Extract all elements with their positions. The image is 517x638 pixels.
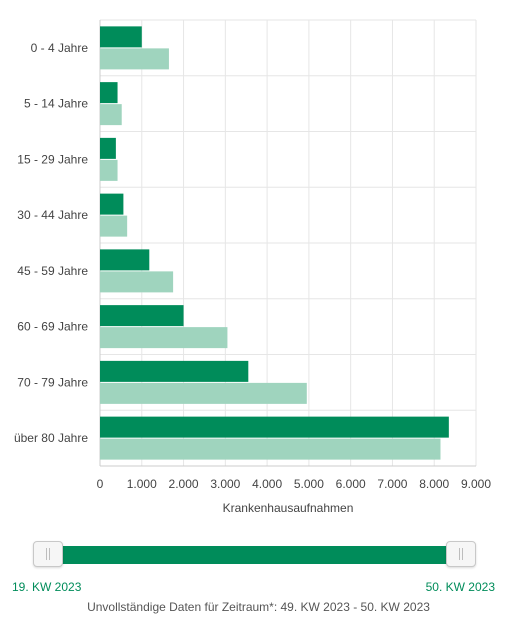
- x-tick-label: 5.000: [294, 477, 324, 491]
- range-start-label: 19. KW 2023: [12, 580, 82, 594]
- x-axis-title: Krankenhausaufnahmen: [223, 501, 354, 515]
- bar: [100, 271, 174, 293]
- slider-end-handle[interactable]: [446, 541, 476, 567]
- bar: [100, 360, 249, 382]
- bar: [100, 48, 169, 70]
- bar: [100, 82, 118, 104]
- x-tick-label: 7.000: [377, 477, 407, 491]
- y-category-label: 45 - 59 Jahre: [17, 264, 88, 278]
- y-category-label: 0 - 4 Jahre: [31, 41, 89, 55]
- y-category-label: über 80 Jahre: [14, 431, 88, 445]
- bar: [100, 416, 449, 438]
- x-tick-label: 0: [97, 477, 104, 491]
- bar: [100, 438, 441, 460]
- bar: [100, 159, 118, 181]
- incomplete-data-note: Unvollständige Daten für Zeitraum*: 49. …: [87, 600, 430, 614]
- bar: [100, 382, 307, 404]
- y-category-label: 5 - 14 Jahre: [24, 97, 88, 111]
- bar: [100, 26, 142, 48]
- y-category-label: 70 - 79 Jahre: [17, 375, 88, 389]
- bar: [100, 305, 184, 327]
- bar: [100, 193, 124, 215]
- bar: [100, 104, 122, 126]
- x-tick-label: 9.000: [461, 477, 491, 491]
- time-range-slider[interactable]: [33, 541, 476, 569]
- bar-chart: 0 1.000 2.000 3.000 4.000 5.000 6.000 7.000 8.00…: [14, 19, 491, 515]
- y-category-label: 60 - 69 Jahre: [17, 320, 88, 334]
- slider-start-handle[interactable]: [33, 541, 63, 567]
- bar: [100, 327, 228, 349]
- bar: [100, 249, 150, 271]
- x-tick-label: 1.000: [127, 477, 157, 491]
- y-category-label: 15 - 29 Jahre: [17, 152, 88, 166]
- slider-selected-range[interactable]: [47, 546, 462, 564]
- x-tick-label: 6.000: [336, 477, 366, 491]
- y-category-label: 30 - 44 Jahre: [17, 208, 88, 222]
- range-end-label: 50. KW 2023: [425, 580, 495, 594]
- x-tick-label: 3.000: [210, 477, 240, 491]
- x-tick-label: 8.000: [419, 477, 449, 491]
- bar: [100, 215, 128, 237]
- x-tick-label: 4.000: [252, 477, 282, 491]
- bar: [100, 137, 116, 159]
- x-tick-label: 2.000: [169, 477, 199, 491]
